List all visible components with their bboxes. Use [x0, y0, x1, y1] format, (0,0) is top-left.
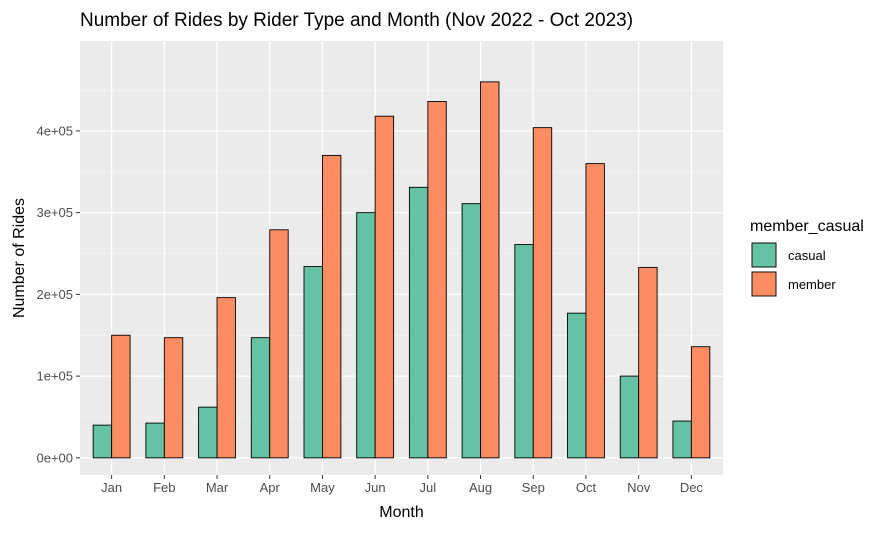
bar-casual-aug — [461, 203, 482, 459]
x-tick-label: Sep — [522, 480, 545, 495]
bar-casual-may — [303, 266, 323, 459]
legend: member_casual casual member — [750, 218, 864, 297]
bar-member-jul — [427, 101, 447, 459]
y-axis-title: Number of Rides — [11, 198, 28, 318]
legend-swatch-member — [751, 271, 777, 297]
x-tick-label: Jun — [365, 480, 386, 495]
bar-member-mar — [216, 297, 236, 459]
chart-title: Number of Rides by Rider Type and Month … — [80, 10, 633, 31]
x-tick-label: Aug — [469, 480, 492, 495]
bar-member-nov — [638, 266, 658, 459]
bar-casual-jan — [92, 424, 113, 459]
bars — [92, 81, 711, 459]
panel-background — [80, 41, 723, 475]
x-tick-label: Mar — [206, 480, 229, 495]
x-tick-label: Dec — [680, 480, 704, 495]
bar-member-sep — [532, 127, 553, 459]
y-tick-label: 0e+00 — [36, 450, 73, 465]
bar-member-jun — [374, 115, 395, 459]
y-tick-label: 2e+05 — [36, 287, 73, 302]
bar-member-may — [321, 154, 342, 459]
x-tick-label: Oct — [576, 480, 597, 495]
bar-member-dec — [690, 346, 711, 459]
bar-casual-jul — [408, 186, 429, 459]
x-tick-label: Apr — [260, 480, 281, 495]
bar-member-feb — [163, 337, 184, 459]
y-tick-label: 4e+05 — [36, 123, 73, 138]
bar-casual-dec — [672, 420, 692, 459]
legend-label-member: member — [788, 277, 836, 292]
bar-member-aug — [480, 81, 500, 459]
bar-member-oct — [585, 163, 605, 459]
y-tick-label: 3e+05 — [36, 205, 73, 220]
bar-casual-apr — [250, 337, 271, 459]
y-axis: 0e+00 1e+05 2e+05 3e+05 4e+05 — [36, 123, 80, 465]
x-tick-label: Jul — [420, 480, 437, 495]
bar-member-jan — [111, 334, 131, 459]
legend-title: member_casual — [750, 218, 864, 235]
y-tick-label: 1e+05 — [36, 369, 73, 384]
x-tick-label: Jan — [101, 480, 122, 495]
bar-casual-oct — [567, 312, 587, 459]
x-tick-label: May — [310, 480, 335, 495]
bar-casual-sep — [514, 244, 534, 459]
x-tick-label: Feb — [153, 480, 175, 495]
bar-member-apr — [269, 229, 289, 459]
legend-label-casual: casual — [788, 248, 826, 263]
legend-swatch-casual — [751, 242, 777, 268]
bar-casual-jun — [356, 212, 376, 459]
bar-casual-nov — [619, 375, 640, 459]
x-axis-title: Month — [379, 504, 423, 521]
x-axis: Jan Feb Mar Apr May Jun Jul Aug Sep Oct Nov Dec — [101, 475, 703, 495]
x-tick-label: Nov — [627, 480, 651, 495]
bar-casual-mar — [198, 406, 218, 459]
bar-casual-feb — [145, 422, 165, 459]
